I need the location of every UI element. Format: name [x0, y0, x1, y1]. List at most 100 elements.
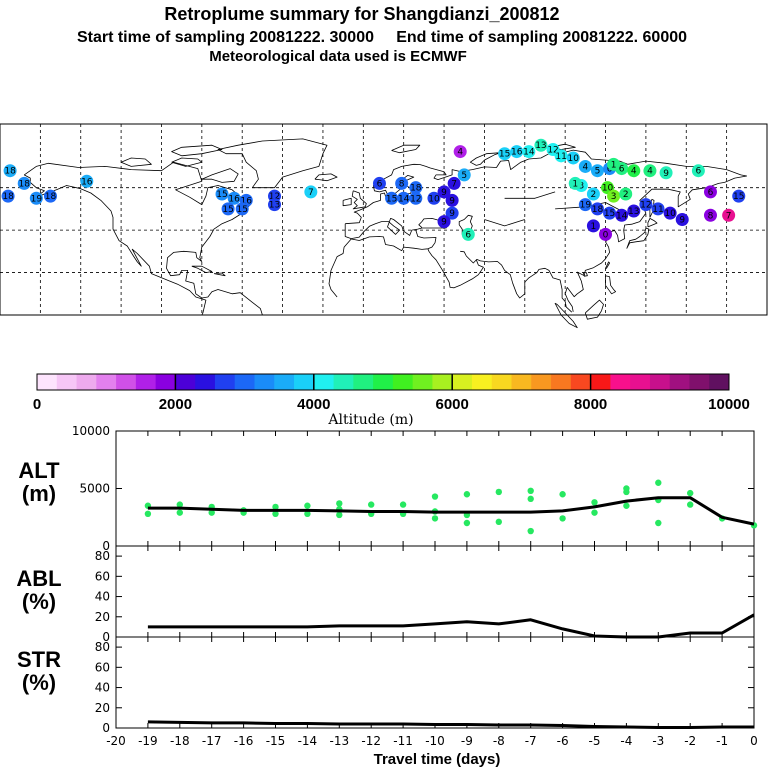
- map-marker-dot: [304, 185, 318, 199]
- map-marker: 4: [578, 159, 592, 173]
- map-marker-dot: [372, 176, 386, 190]
- coastline: [351, 190, 367, 210]
- map-marker: 5: [590, 164, 604, 178]
- colorbar-swatch: [195, 374, 216, 390]
- coastline: [484, 219, 525, 227]
- map-marker-dot: [395, 176, 409, 190]
- map-marker-label: 0: [603, 230, 609, 240]
- map-marker: 8: [395, 176, 409, 190]
- map-marker-label: 7: [308, 188, 314, 198]
- scatter-point: [336, 500, 343, 507]
- colorbar-swatch: [511, 374, 532, 390]
- met-data-line: Meteorological data used is ECMWF: [209, 48, 467, 65]
- x-tick-label: -10: [425, 734, 445, 748]
- map-marker: 14: [615, 208, 629, 222]
- colorbar-swatch: [630, 374, 651, 390]
- map-marker-dot: [639, 198, 653, 212]
- panel-label: ABL: [16, 566, 61, 591]
- map-marker: 18: [43, 189, 57, 203]
- scatter-point: [687, 501, 694, 508]
- colorbar-frame: [36, 373, 730, 391]
- colorbar-swatch: [135, 374, 157, 390]
- map-marker-dot: [586, 219, 600, 233]
- map-marker-label: 18: [592, 205, 604, 215]
- coastline: [23, 161, 263, 316]
- coastline: [582, 272, 588, 277]
- map-marker: 9: [675, 213, 689, 226]
- map-marker-dot: [453, 145, 467, 159]
- map-marker: 15: [385, 191, 399, 205]
- map-marker: 9: [445, 206, 459, 220]
- map-marker-dot: [437, 215, 451, 229]
- scatter-point: [399, 501, 407, 508]
- map-marker-label: 3: [578, 182, 584, 192]
- map-marker: 4: [453, 145, 467, 159]
- colorbar-swatch: [333, 374, 354, 390]
- y-tick-label: 40: [95, 590, 110, 604]
- map-marker: 7: [304, 185, 318, 199]
- map-marker-dot: [397, 191, 411, 205]
- map-marker-label: 2: [591, 190, 597, 200]
- map-marker: 15: [732, 189, 746, 203]
- map-marker-dot: [590, 202, 604, 216]
- map-marker-dot: [627, 164, 641, 178]
- y-tick-label: 5000: [79, 482, 110, 496]
- panel-frame: [115, 636, 755, 729]
- map-marker-label: 11: [652, 205, 663, 215]
- coastline: [328, 229, 437, 298]
- y-tick-label: 20: [95, 610, 110, 624]
- map-marker-label: 1: [591, 222, 597, 232]
- colorbar-swatch: [412, 374, 433, 390]
- map-marker-dot: [651, 202, 665, 216]
- colorbar-swatch: [116, 374, 137, 390]
- y-tick-label: 60: [95, 569, 110, 583]
- colorbar-tick-label: 8000: [574, 396, 607, 413]
- coastline: [213, 272, 226, 277]
- colorbar-swatch: [37, 374, 58, 390]
- map-marker: 6: [372, 176, 386, 190]
- x-tick-label: -7: [525, 734, 537, 748]
- map-marker-dot: [522, 145, 536, 159]
- map-marker-label: 9: [441, 218, 447, 228]
- map-marker-dot: [722, 208, 736, 222]
- map-marker-dot: [427, 191, 441, 205]
- map-marker-dot: [578, 198, 592, 212]
- x-tick-label: -4: [620, 734, 632, 748]
- map-marker-label: 16: [228, 194, 240, 204]
- map-marker-label: 12: [269, 192, 280, 202]
- colorbar-swatch: [214, 374, 236, 390]
- map-marker-label: 5: [461, 171, 467, 181]
- map-marker: 18: [409, 181, 423, 195]
- map-marker-dot: [643, 164, 657, 178]
- scatter-point: [336, 511, 343, 519]
- map-marker: 15: [235, 202, 249, 216]
- x-tick-label: 0: [750, 734, 758, 748]
- panel-label: ALT: [18, 458, 60, 483]
- str-series-line: [147, 720, 754, 729]
- map-marker-label: 19: [31, 194, 43, 204]
- map-marker-dot: [534, 138, 548, 152]
- map-marker-label: 14: [523, 148, 535, 158]
- y-tick-label: 80: [95, 640, 110, 654]
- alt-panel: 0 5000 10000 ALT(m): [18, 424, 758, 553]
- map-marker-dot: [510, 145, 524, 159]
- colorbar-tick-label: 0: [33, 396, 41, 413]
- map-marker: 19: [29, 191, 43, 205]
- map-marker: 12: [639, 198, 653, 212]
- coastline: [191, 265, 213, 273]
- map-marker: 9: [437, 185, 451, 199]
- map-marker-label: 4: [647, 167, 653, 177]
- coastline: [460, 250, 573, 313]
- panel-unit: (%): [22, 670, 56, 695]
- colorbar-swatch: [56, 374, 78, 390]
- map-marker: 5: [457, 168, 471, 182]
- map-marker-label: 13: [628, 207, 639, 217]
- travel-time-axis: -20 -19 -18 -17 -16 -15 -14 -13 -12 -11 -10 -9 -8 -7-…: [106, 734, 758, 768]
- map-marker-label: 18: [45, 192, 57, 202]
- colorbar-swatch: [254, 374, 275, 390]
- map-marker-label: 10: [568, 154, 580, 164]
- scatter-point: [144, 510, 152, 517]
- map-marker-label: 9: [679, 216, 685, 226]
- map-marker: 16: [227, 191, 241, 205]
